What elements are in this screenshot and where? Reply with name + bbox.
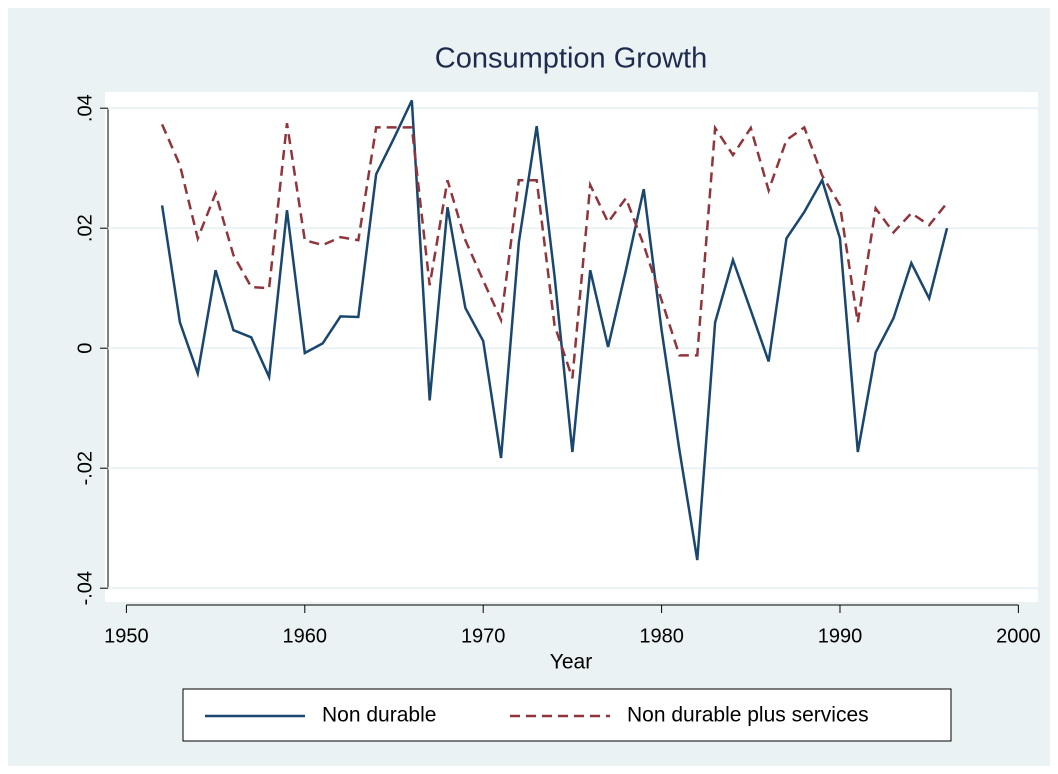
series-line (160, 123, 948, 379)
y-tick-label: .04 (74, 94, 96, 122)
plot-area (105, 92, 1038, 602)
y-tick-label: -.04 (74, 571, 96, 605)
y-tick-label: -.02 (74, 451, 96, 485)
x-tick-label: 1990 (818, 625, 863, 647)
y-tick-label: 0 (74, 343, 96, 354)
x-tick-label: 2000 (996, 625, 1041, 647)
x-tick-label: 1960 (283, 625, 328, 647)
chart-title: Consumption Growth (435, 43, 707, 75)
legend-label: Non durable plus services (627, 704, 869, 727)
legend-label: Non durable (322, 704, 436, 727)
x-tick-label: 1970 (461, 625, 506, 647)
series-line (160, 99, 949, 561)
y-tick-label: .02 (74, 214, 96, 242)
x-axis-label: Year (550, 651, 592, 674)
x-tick-label: 1950 (104, 625, 149, 647)
x-tick-label: 1980 (639, 625, 684, 647)
